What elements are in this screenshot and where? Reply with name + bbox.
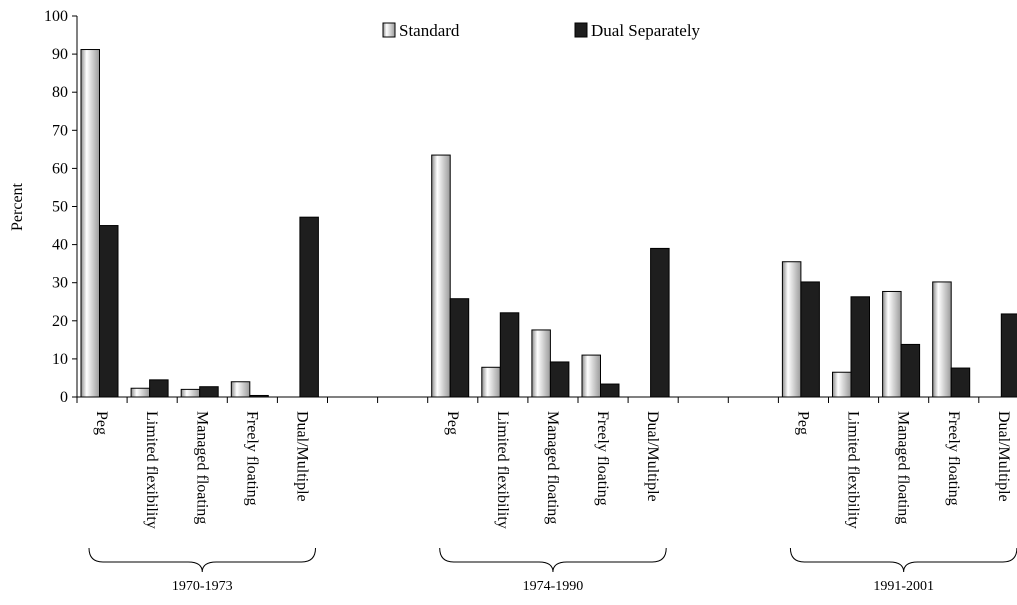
y-tick-label: 100 <box>44 8 68 25</box>
bar-standard <box>80 49 100 398</box>
bar-standard <box>832 371 852 398</box>
bar-standard <box>781 261 802 398</box>
bar-standard <box>431 154 451 398</box>
bar-standard <box>230 381 251 398</box>
period-label: 1970-1973 <box>172 579 233 594</box>
category-label: Limited flexibility <box>845 411 862 529</box>
x-axis <box>76 396 1017 403</box>
bar-dual-separately <box>600 383 620 398</box>
bar-dual-separately <box>449 298 470 398</box>
bar-dual-separately <box>149 379 169 398</box>
bar-dual-separately <box>850 296 870 398</box>
bar-dual-separately <box>499 312 520 398</box>
bar-standard <box>481 366 501 398</box>
y-tick-label: 80 <box>52 84 68 101</box>
bar-dual-separately <box>99 225 119 398</box>
y-tick-label: 0 <box>60 389 68 406</box>
category-label: Dual/Multiple <box>995 411 1012 502</box>
y-tick-label: 70 <box>52 122 68 139</box>
category-label: Managed floating <box>544 411 561 524</box>
y-tick-label: 10 <box>52 351 68 368</box>
bars <box>80 49 1017 398</box>
category-label: Managed floating <box>895 411 912 524</box>
bar-standard <box>581 354 601 398</box>
y-tick-label: 50 <box>52 199 68 216</box>
bar-dual-separately <box>199 386 219 398</box>
bar-dual-separately <box>800 281 820 398</box>
category-label: Freely floating <box>243 411 260 506</box>
legend-swatch-standard <box>382 22 396 38</box>
bar-dual-separately <box>549 361 570 398</box>
category-label: Managed floating <box>193 411 210 524</box>
bar-dual-separately <box>299 216 319 398</box>
bar-standard <box>531 329 551 398</box>
y-tick-label: 90 <box>52 46 68 63</box>
category-label: Limited flexibility <box>494 411 511 529</box>
legend: Standard Dual Separately <box>382 21 701 40</box>
y-axis: 0 10 20 30 40 50 60 70 80 90 100 <box>44 8 78 406</box>
bar-standard <box>130 387 151 398</box>
bar-dual-separately <box>1000 313 1017 398</box>
category-label: Peg <box>444 411 461 435</box>
bar-dual-separately <box>950 367 971 398</box>
legend-label-dual-separately: Dual Separately <box>591 21 701 40</box>
legend-swatch-dual-separately <box>574 22 588 38</box>
category-labels: Peg Limited flexibility Managed floating Fr… <box>93 411 1012 529</box>
period-label: 1974-1990 <box>523 579 584 594</box>
category-label: Limited flexibility <box>143 411 160 529</box>
bar-standard <box>932 281 952 398</box>
category-label: Peg <box>93 411 110 435</box>
period-braces: 1970-1973 1974-1990 1991-2001 <box>88 547 1017 594</box>
y-axis-label: Percent <box>9 182 26 231</box>
period-brace <box>88 547 316 573</box>
category-label: Freely floating <box>594 411 611 506</box>
y-tick-label: 30 <box>52 275 68 292</box>
y-tick-label: 20 <box>52 313 68 330</box>
category-label: Dual/Multiple <box>644 411 661 502</box>
bar-dual-separately <box>900 343 921 398</box>
bar-standard <box>180 388 201 398</box>
bar-dual-separately <box>650 247 670 398</box>
category-label: Dual/Multiple <box>293 411 310 502</box>
period-brace <box>789 547 1017 573</box>
y-tick-label: 40 <box>52 237 68 254</box>
y-tick-label: 60 <box>52 160 68 177</box>
category-label: Freely floating <box>945 411 962 506</box>
bar-standard <box>882 290 902 398</box>
legend-label-standard: Standard <box>399 21 460 40</box>
period-brace <box>439 547 667 573</box>
period-label: 1991-2001 <box>873 579 934 594</box>
category-label: Peg <box>794 411 811 435</box>
